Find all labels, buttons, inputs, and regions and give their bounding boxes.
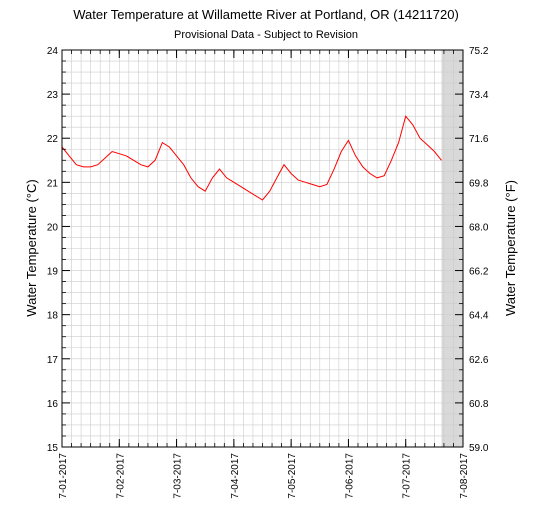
chart-title: Water Temperature at Willamette River at… [73,7,459,22]
y-axis-label-left: Water Temperature (°C) [24,179,39,316]
x-tick-label: 7-06-2017 [344,453,355,499]
y-tick-label-right: 59.0 [469,443,489,454]
y-tick-label-right: 75.2 [469,46,489,57]
y-tick-label-right: 73.4 [469,90,489,101]
y-tick-label-right: 64.4 [469,311,489,322]
x-tick-label: 7-07-2017 [402,453,413,499]
y-tick-label-left: 24 [47,46,59,57]
x-tick-label: 7-01-2017 [58,453,69,499]
x-tick-label: 7-02-2017 [115,453,126,499]
y-tick-label-right: 71.6 [469,134,489,145]
x-tick-label: 7-04-2017 [230,453,241,499]
y-tick-label-right: 60.8 [469,399,489,410]
chart-subtitle: Provisional Data - Subject to Revision [174,29,358,41]
y-tick-label-left: 23 [47,90,59,101]
y-tick-label-left: 20 [47,222,59,233]
x-tick-label: 7-05-2017 [287,453,298,499]
y-tick-label-right: 62.6 [469,355,489,366]
x-tick-label: 7-08-2017 [459,453,470,499]
y-tick-label-left: 17 [47,355,59,366]
y-tick-label-left: 15 [47,443,59,454]
water-temperature-line [61,115,442,201]
y-tick-label-left: 18 [47,311,59,322]
y-tick-label-left: 19 [47,267,59,278]
y-tick-label-left: 22 [47,134,59,145]
plot-area: 7-01-2017 7-02-2017 7-03-2017 7-04-2017 7-05… [47,46,489,499]
y-tick-label-right: 69.8 [469,178,489,189]
y-tick-label-left: 21 [47,178,59,189]
y-tick-label-left: 16 [47,399,59,410]
y-tick-label-right: 66.2 [469,267,489,278]
x-tick-label: 7-03-2017 [173,453,184,499]
y-tick-label-right: 68.0 [469,222,489,233]
y-axis-label-right: Water Temperature (°F) [503,180,518,316]
